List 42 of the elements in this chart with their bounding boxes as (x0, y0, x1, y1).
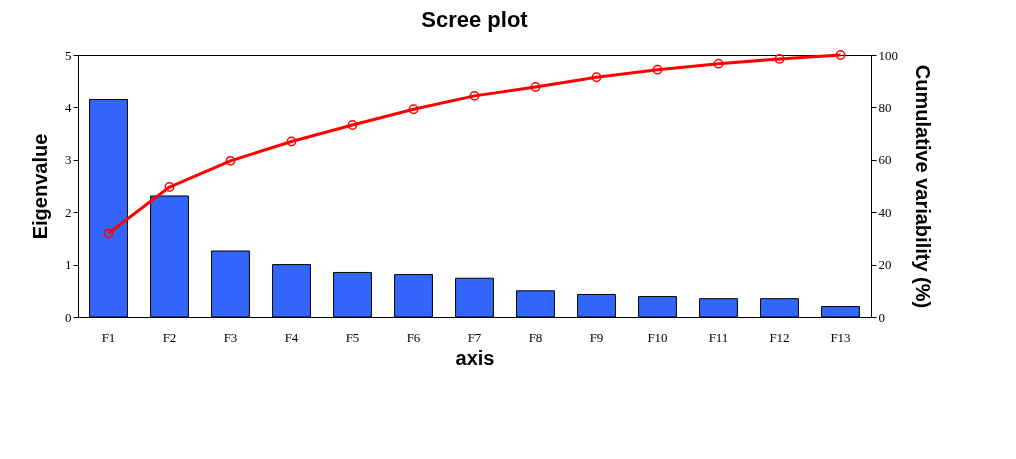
point (652, 64, 663, 75)
x-tick-label: F5 (345, 329, 360, 345)
y2-tick-label: 100 (878, 47, 898, 63)
y2-tick-label: 80 (878, 99, 892, 115)
point (103, 228, 114, 239)
y-tick-label: 3 (65, 152, 72, 168)
y-tick-label: 1 (65, 257, 72, 273)
y-tick-label: 2 (65, 204, 72, 220)
x-tick-label: F3 (223, 329, 238, 345)
point (591, 72, 602, 83)
y-tick-label: 0 (65, 309, 72, 325)
y-tick-label: 5 (65, 47, 72, 63)
x-tick-label: F13 (830, 329, 851, 345)
x-tick-label: F1 (101, 329, 116, 345)
point (835, 50, 846, 60)
point (774, 54, 785, 64)
y2-tick-label: 40 (878, 204, 892, 220)
x-tick-label: F12 (769, 329, 790, 345)
point (530, 82, 541, 92)
y2-tick-label: 20 (878, 257, 892, 273)
point (225, 155, 236, 166)
y2-axis-title: Cumulative variability (%) (912, 64, 934, 309)
point (164, 182, 175, 192)
y2-tick-label: 0 (878, 309, 885, 325)
chart-title: Scree plot (421, 6, 529, 32)
point (286, 136, 297, 147)
x-tick-label: F11 (708, 329, 729, 345)
y-axis-title: Eigenvalue (29, 133, 51, 240)
point (347, 120, 358, 130)
point (713, 58, 724, 69)
y2-tick-label: 60 (878, 152, 892, 168)
x-tick-label: F4 (284, 329, 299, 345)
point (469, 90, 480, 101)
y-tick-label: 4 (65, 99, 72, 115)
x-tick-label: F2 (162, 329, 177, 345)
x-tick-label: F8 (528, 329, 543, 345)
x-tick-label: F6 (406, 329, 421, 345)
x-tick-label: F9 (589, 329, 604, 345)
point (408, 104, 419, 115)
x-tick-label: F7 (467, 329, 482, 345)
x-tick-label: F10 (647, 329, 668, 345)
x-axis-title: axis (455, 346, 495, 369)
